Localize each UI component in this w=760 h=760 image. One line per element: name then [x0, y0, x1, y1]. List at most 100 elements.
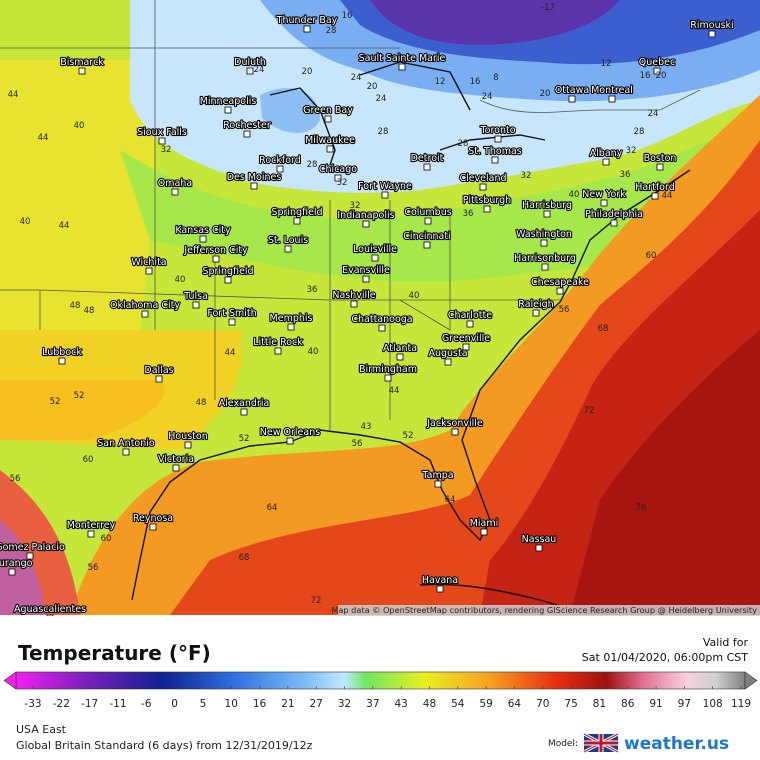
contour-label: 36 [463, 209, 474, 219]
city-marker [480, 528, 488, 536]
city-marker [293, 217, 301, 225]
city-label: Greenville [442, 333, 490, 344]
city-marker [155, 375, 163, 383]
contour-label: 24 [376, 94, 387, 104]
city-marker [656, 163, 664, 171]
contour-label: 36 [307, 285, 318, 295]
city-marker [184, 441, 192, 449]
city-label: Gomez Palacio [0, 542, 65, 553]
city-marker [149, 523, 157, 531]
city-label: Montreal [591, 85, 633, 96]
city-marker [653, 67, 661, 75]
city-marker [462, 343, 470, 351]
city-marker [243, 130, 251, 138]
uk-flag [583, 732, 619, 754]
city-label: Oklahoma City [110, 300, 180, 311]
contour-label: 20 [656, 71, 667, 81]
city-marker [556, 287, 564, 295]
city-label: Charlotte [448, 310, 492, 321]
colorbar-label: 27 [310, 698, 323, 710]
city-label: Sault Sainte Marie [359, 53, 446, 64]
colorbar-label: 75 [564, 698, 577, 710]
contour-label: 32 [521, 171, 532, 181]
city-marker [541, 263, 549, 271]
city-marker [78, 67, 86, 75]
colorbar-label: 32 [338, 698, 351, 710]
city-label: Tulsa [183, 291, 208, 302]
contour-label: 12 [435, 77, 446, 87]
city-label: Rochester [223, 120, 271, 131]
city-label: Wichita [131, 257, 166, 268]
contour-label: 76 [636, 503, 647, 513]
city-label: Aguascalientes [14, 604, 86, 615]
contour-label: 60 [83, 455, 94, 465]
colorbar-label: -17 [81, 698, 98, 710]
colorbar-label: -11 [109, 698, 126, 710]
city-marker [192, 301, 200, 309]
contour-label: 72 [311, 596, 322, 606]
colorbar-label: 70 [536, 698, 549, 710]
contour-label: 48 [84, 306, 95, 316]
city-label: Fort Wayne [358, 181, 412, 192]
city-label: Ottawa [555, 85, 589, 96]
city-label: Chattanooga [351, 314, 412, 325]
contour-label: 24 [254, 65, 265, 75]
city-marker [479, 183, 487, 191]
city-label: Birmingham [359, 364, 417, 375]
contour-label: 40 [569, 190, 580, 200]
contour-label: 36 [620, 170, 631, 180]
city-label: Chesapeake [531, 277, 589, 288]
city-label: San Antonio [97, 438, 155, 449]
contour-label: 12 [601, 59, 612, 69]
colorbar [15, 671, 746, 690]
contour-label: 52 [50, 397, 61, 407]
colorbar-arrow-high [744, 671, 758, 690]
city-marker [199, 235, 207, 243]
city-marker [651, 192, 659, 200]
contour-label: 43 [361, 422, 372, 432]
colorbar-scale: -33 -22 -17 -11 -6 0 5 10 16 21 27 32 37 43 48 54 59 64 70… [24, 686, 751, 710]
city-label: New Orleans [260, 427, 320, 438]
city-marker [303, 25, 311, 33]
colorbar-label: 119 [731, 698, 751, 710]
city-label: Harrisonburg [514, 253, 576, 264]
city-marker [423, 163, 431, 171]
city-marker [284, 245, 292, 253]
city-label: Reynosa [133, 513, 173, 524]
city-marker [451, 428, 459, 436]
city-marker [240, 408, 248, 416]
colorbar-label: 108 [703, 698, 723, 710]
city-marker [436, 585, 444, 593]
contour-label: 56 [352, 439, 363, 449]
city-label: Houston [168, 431, 207, 442]
contour-label: 52 [74, 391, 85, 401]
colorbar-label: -22 [53, 698, 70, 710]
colorbar-label: 5 [200, 698, 207, 710]
city-label: Victoria [158, 454, 194, 465]
coastline [131, 61, 691, 607]
city-marker [543, 210, 551, 218]
city-marker [224, 106, 232, 114]
contour-label: 64 [445, 495, 456, 505]
city-label: St. Thomas [468, 146, 522, 157]
city-label: Green Bay [303, 105, 353, 116]
city-marker [540, 239, 548, 247]
city-marker [274, 347, 282, 355]
city-label: Rimouski [690, 20, 733, 31]
city-marker [246, 67, 254, 75]
contour-label: 40 [175, 275, 186, 285]
contour-label: 44 [8, 90, 19, 100]
contour-label: 64 [267, 503, 278, 513]
city-label: Havana [422, 575, 458, 586]
colorbar-label: 37 [366, 698, 379, 710]
city-label: Des Moines [227, 172, 282, 183]
contour-label: 44 [59, 221, 70, 231]
city-marker [141, 310, 149, 318]
contour-label: 24 [648, 109, 659, 119]
city-label: Philadelphia [585, 209, 643, 220]
city-marker [58, 357, 66, 365]
contour-label: 28 [634, 127, 645, 137]
city-marker [398, 63, 406, 71]
